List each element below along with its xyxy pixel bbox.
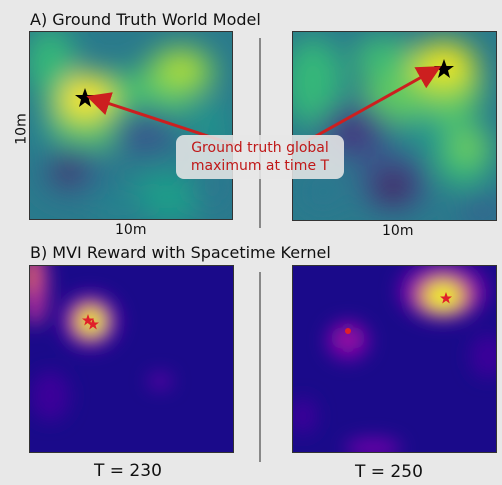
star-marker-icon — [75, 88, 95, 107]
divider-top — [259, 38, 261, 228]
annotation-box: Ground truth global maximum at time T — [176, 135, 344, 179]
reward-panel-t230 — [29, 265, 234, 453]
star-marker-icon — [82, 314, 94, 326]
x-axis-label-right: 10m — [382, 223, 414, 239]
x-axis-label-left: 10m — [115, 222, 147, 238]
annotation-line-2: maximum at time T — [190, 158, 330, 174]
y-axis-label: 10m — [13, 113, 30, 145]
divider-bottom — [259, 272, 261, 462]
star-marker-icon — [434, 59, 454, 78]
world-model-panel-t230 — [29, 31, 233, 220]
star-marker-icon — [87, 318, 99, 330]
reward-panel-t250 — [292, 265, 497, 453]
timestep-label-right: T = 250 — [355, 462, 423, 482]
annotation-line-1: Ground truth global — [191, 140, 329, 156]
section-b-title: B) MVI Reward with Spacetime Kernel — [30, 243, 331, 262]
star-marker-icon — [440, 292, 452, 304]
section-a-title: A) Ground Truth World Model — [30, 10, 261, 29]
world-model-panel-t250 — [292, 31, 497, 221]
timestep-label-left: T = 230 — [94, 461, 162, 481]
reward-marker — [345, 328, 351, 334]
